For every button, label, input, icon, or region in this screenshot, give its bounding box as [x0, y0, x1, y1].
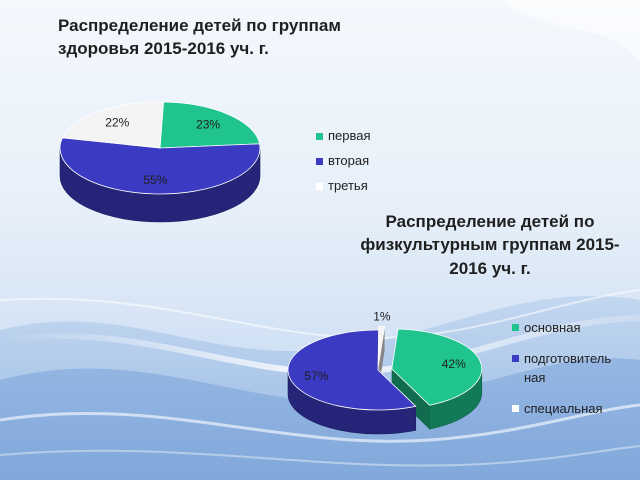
- legend-swatch: [316, 158, 323, 165]
- legend-swatch: [512, 355, 519, 362]
- legend-label: подготовитель ная: [524, 351, 612, 385]
- legend-item: подготовитель ная: [512, 349, 630, 387]
- chart-1-title: Распределение детей по группам здоровья …: [58, 16, 341, 59]
- chart-2-legend: основная подготовитель ная специальная: [512, 318, 630, 430]
- legend-label: специальная: [524, 401, 603, 416]
- pie-cut-face: [391, 368, 430, 430]
- legend-label: первая: [328, 128, 371, 143]
- chart-1-legend: первая вторая третья: [316, 128, 371, 203]
- pie-value-label: 57%: [304, 369, 328, 383]
- legend-swatch: [512, 324, 519, 331]
- pie-chart-1: 23% 55% 22%: [59, 101, 261, 223]
- legend-swatch: [512, 405, 519, 412]
- legend-item: первая: [316, 128, 371, 153]
- legend-swatch: [316, 133, 323, 140]
- legend-swatch: [316, 183, 323, 190]
- legend-label: вторая: [328, 153, 370, 168]
- legend-label: третья: [328, 178, 368, 193]
- pie-slice-1: [159, 101, 261, 149]
- legend-item: специальная: [512, 399, 630, 418]
- pie-value-label: 23%: [196, 118, 220, 132]
- pie-slice-2: [59, 137, 261, 195]
- pie-slice-2: [287, 329, 417, 411]
- legend-item: третья: [316, 178, 371, 203]
- pie-slice-3: [61, 101, 164, 149]
- legend-label: основная: [524, 320, 581, 335]
- pie-value-label: 22%: [105, 115, 129, 129]
- pie-slice-3: [377, 326, 386, 367]
- pie-slice-1: [391, 328, 483, 406]
- pie-value-label: 1%: [373, 309, 391, 323]
- legend-item: вторая: [316, 153, 371, 178]
- pie-value-label: 42%: [442, 357, 466, 371]
- chart-2-title: Распределение детей по физкультурным гру…: [360, 212, 620, 278]
- pie-value-label: 55%: [143, 173, 167, 187]
- legend-item: основная: [512, 318, 630, 337]
- pie-chart-2: 42% 57% 1%: [287, 309, 483, 435]
